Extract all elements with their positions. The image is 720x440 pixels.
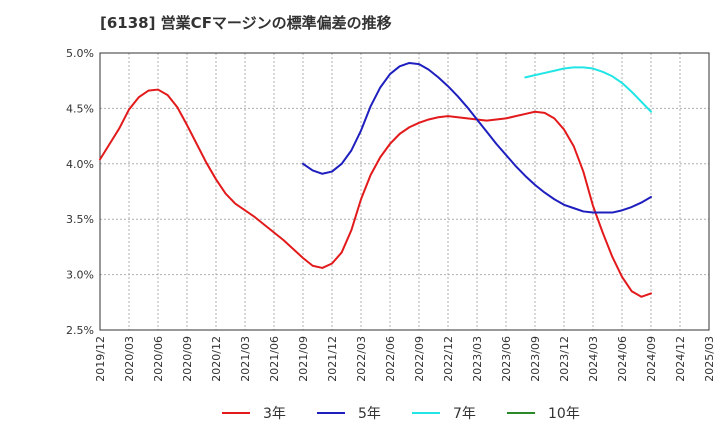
x-tick-label: 2021/12 xyxy=(326,336,339,382)
series-group xyxy=(99,61,652,298)
x-tick-label: 2020/12 xyxy=(210,336,223,382)
series-line-2 xyxy=(524,66,652,113)
legend-label-3: 10年 xyxy=(548,406,580,422)
y-tick-label: 3.5% xyxy=(66,213,94,226)
x-tick-label: 2023/09 xyxy=(529,336,542,382)
chart-title: [6138] 営業CFマージンの標準偏差の推移 xyxy=(100,14,392,32)
x-tick-label: 2022/06 xyxy=(384,336,397,382)
x-tick-label: 2021/03 xyxy=(239,336,252,382)
x-tick-label: 2024/12 xyxy=(674,336,687,382)
x-tick-label: 2020/09 xyxy=(181,336,194,382)
grid xyxy=(99,52,710,331)
y-tick-label: 2.5% xyxy=(66,324,94,337)
y-tick-label: 5.0% xyxy=(66,47,94,60)
x-tick-label: 2021/09 xyxy=(297,336,310,382)
legend: 3年 5年 7年 10年 xyxy=(222,406,580,422)
y-tick-label: 3.0% xyxy=(66,269,94,282)
x-tick-label: 2023/03 xyxy=(471,336,484,382)
series-line-1 xyxy=(302,61,652,214)
legend-label-2: 7年 xyxy=(453,406,476,422)
x-tick-label: 2022/03 xyxy=(355,336,368,382)
x-tick-label: 2025/03 xyxy=(703,336,716,382)
x-tick-label: 2023/12 xyxy=(558,336,571,382)
x-tick-label: 2021/06 xyxy=(268,336,281,382)
x-tick-label: 2024/03 xyxy=(587,336,600,382)
x-tick-label: 2020/03 xyxy=(123,336,136,382)
x-tick-label: 2024/09 xyxy=(645,336,658,382)
x-tick-label: 2020/06 xyxy=(152,336,165,382)
x-tick-label: 2024/06 xyxy=(616,336,629,382)
legend-label-1: 5年 xyxy=(358,406,381,422)
y-axis: 5.0% 4.5% 4.0% 3.5% 3.0% 2.5% xyxy=(66,47,94,337)
plot-area xyxy=(99,52,710,331)
x-tick-label: 2019/12 xyxy=(94,336,107,382)
x-tick-label: 2022/09 xyxy=(413,336,426,382)
x-axis: 2019/12 2020/03 2020/06 2020/09 2020/12 2021/… xyxy=(94,336,716,382)
legend-label-0: 3年 xyxy=(263,406,286,422)
y-tick-label: 4.5% xyxy=(66,102,94,115)
x-tick-label: 2023/06 xyxy=(500,336,513,382)
y-tick-label: 4.0% xyxy=(66,158,94,171)
series-line-0 xyxy=(99,88,652,298)
x-tick-label: 2022/12 xyxy=(442,336,455,382)
